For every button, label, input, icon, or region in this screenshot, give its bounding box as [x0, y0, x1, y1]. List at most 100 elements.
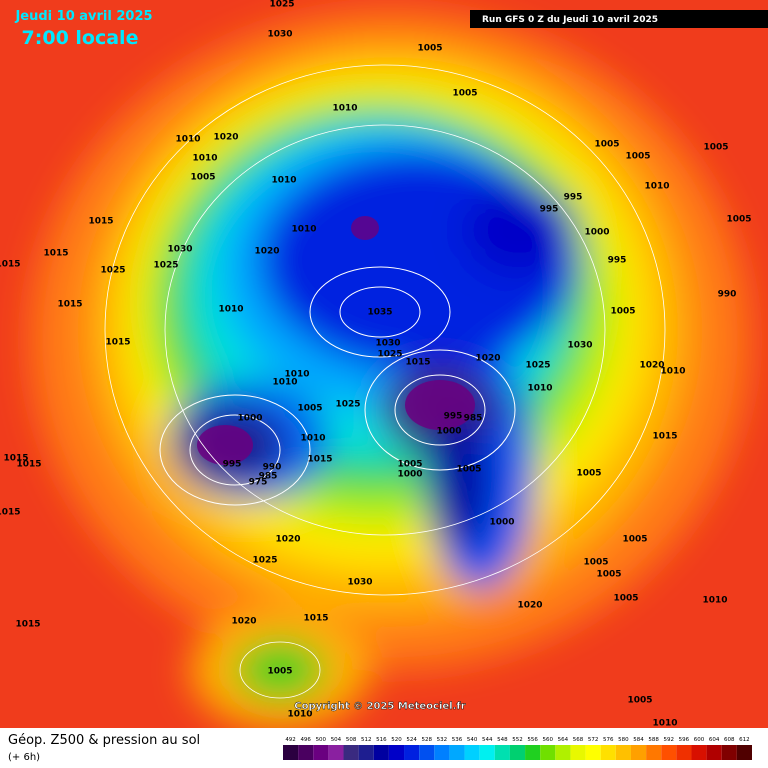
pressure-label: 1030: [347, 578, 372, 588]
pressure-label: 1015: [0, 260, 21, 270]
colorbar-label: 508: [346, 737, 357, 743]
colorbar-label: 564: [558, 737, 569, 743]
colorbar-label: 524: [406, 737, 417, 743]
pressure-label: 1005: [703, 143, 728, 153]
colorbar-label: 520: [391, 737, 402, 743]
colorbar-swatch: [646, 745, 662, 760]
colorbar-label: 516: [376, 737, 387, 743]
pressure-label: 1030: [567, 341, 592, 351]
colorbar-label: 604: [709, 737, 720, 743]
pressure-label: 1020: [213, 133, 238, 143]
colorbar-swatch: [283, 745, 299, 760]
colorbar-swatch: [358, 745, 374, 760]
colorbar-label: 572: [588, 737, 599, 743]
colorbar-swatch: [540, 745, 556, 760]
pressure-label: 1030: [267, 30, 292, 40]
pressure-label: 1025: [252, 556, 277, 566]
colorbar-swatch: [298, 745, 314, 760]
colorbar-swatch: [600, 745, 616, 760]
colorbar-label: 492: [285, 737, 296, 743]
pressure-label: 1000: [237, 414, 262, 424]
colorbar-label: 612: [739, 737, 750, 743]
pressure-label: 1005: [613, 594, 638, 604]
pressure-label: 995: [223, 460, 242, 470]
pressure-label: 1020: [275, 535, 300, 545]
pressure-label: 1010: [644, 182, 669, 192]
pressure-label: 1015: [105, 338, 130, 348]
pressure-label: 1000: [436, 427, 461, 437]
pressure-label: 1005: [397, 460, 422, 470]
colorbar-label: 580: [618, 737, 629, 743]
pressure-label: 990: [718, 290, 737, 300]
colorbar-label: 568: [573, 737, 584, 743]
pressure-label: 1015: [3, 454, 28, 464]
colorbar-swatch: [404, 745, 420, 760]
pressure-label: 1020: [475, 354, 500, 364]
colorbar-swatch: [434, 745, 450, 760]
pressure-label: 1010: [175, 135, 200, 145]
pressure-label: 1010: [527, 384, 552, 394]
colorbar-label: 512: [361, 737, 372, 743]
pressure-label: 1010: [271, 176, 296, 186]
pressure-label: 1015: [16, 460, 41, 470]
pressure-label: 1015: [0, 508, 21, 518]
colorbar-swatch: [676, 745, 692, 760]
footer-subtitle: (+ 6h): [8, 752, 40, 763]
pressure-label: 1010: [218, 305, 243, 315]
colorbar-label: 596: [679, 737, 690, 743]
colorbar-label: 576: [603, 737, 614, 743]
pressure-label: 1005: [610, 307, 635, 317]
colorbar-swatch: [630, 745, 647, 760]
run-box: [470, 10, 768, 28]
colorbar-swatch: [464, 745, 480, 760]
colorbar-swatch: [313, 745, 329, 760]
pressure-label: 995: [540, 205, 559, 215]
colorbar-swatch: [494, 745, 510, 760]
pressure-label: 1025: [153, 261, 178, 271]
pressure-label: 1005: [190, 173, 215, 183]
copyright: Copyright © 2025 Meteociel.fr: [294, 701, 465, 712]
pressure-label: 1005: [267, 667, 292, 677]
colorbar-swatch: [615, 745, 631, 760]
pressure-label: 1015: [57, 300, 82, 310]
colorbar-label: 600: [694, 737, 705, 743]
pressure-label: 1025: [335, 400, 360, 410]
pressure-label: 1005: [594, 140, 619, 150]
time: 7:00 locale: [22, 27, 139, 49]
pressure-label: 1030: [375, 339, 400, 349]
pressure-label: 1025: [525, 361, 550, 371]
colorbar-label: 532: [437, 737, 448, 743]
pressure-labels: 1025 1030 1005 1005 1010 1010 1020 1010 1005 1010…: [0, 0, 752, 729]
pressure-label: 990: [263, 463, 282, 473]
colorbar-swatch: [585, 745, 601, 760]
pressure-label: 1020: [231, 617, 256, 627]
pressure-label: 1005: [456, 465, 481, 475]
pressure-label: 1000: [584, 228, 609, 238]
pressure-label: 1005: [622, 535, 647, 545]
colorbar-swatch: [736, 745, 752, 760]
colorbar-label: 584: [633, 737, 644, 743]
colorbar-label: 548: [497, 737, 508, 743]
pressure-label: 1005: [452, 89, 477, 99]
pressure-label: 1020: [517, 601, 542, 611]
colorbar-label: 552: [512, 737, 523, 743]
colorbar-swatch: [509, 745, 526, 760]
pressure-label: 1000: [397, 470, 422, 480]
colorbar: 492 496 500 504 508 512 516 520 524 528 532 536 540 5…: [283, 737, 752, 760]
colorbar-label: 496: [300, 737, 311, 743]
date: Jeudi 10 avril 2025: [14, 9, 152, 24]
colorbar-label: 560: [543, 737, 554, 743]
pressure-label: 995: [564, 193, 583, 203]
colorbar-label: 556: [527, 737, 538, 743]
pressure-label: 1010: [652, 719, 677, 729]
colorbar-label: 608: [724, 737, 735, 743]
pressure-label: 1010: [660, 367, 685, 377]
colorbar-swatch: [328, 745, 344, 760]
colorbar-swatch: [388, 745, 405, 760]
pressure-label: 1005: [576, 469, 601, 479]
pressure-label: 985: [259, 472, 278, 482]
colorbar-label: 588: [648, 737, 659, 743]
colorbar-label: 504: [331, 737, 342, 743]
pressure-label: 1000: [489, 518, 514, 528]
